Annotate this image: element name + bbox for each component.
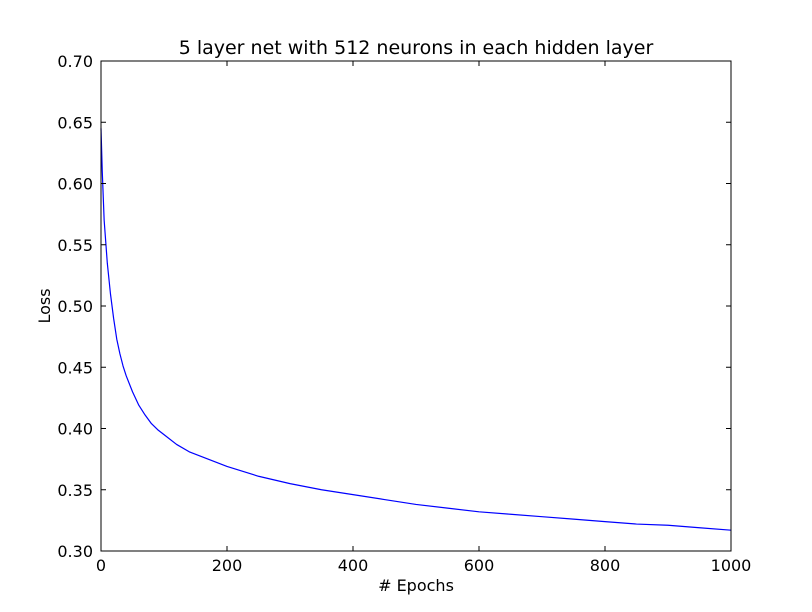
y-tick-label: 0.55 bbox=[57, 236, 93, 255]
x-tick-label: 600 bbox=[464, 556, 495, 575]
plot-frame bbox=[100, 60, 732, 552]
x-tick-label: 800 bbox=[590, 556, 621, 575]
x-tick-label: 1000 bbox=[711, 556, 752, 575]
x-tick-label: 200 bbox=[212, 556, 243, 575]
x-tick-label: 0 bbox=[96, 556, 106, 575]
loss-series-line bbox=[100, 128, 732, 531]
y-tick-label: 0.40 bbox=[57, 420, 93, 439]
y-tick-label: 0.65 bbox=[57, 113, 93, 132]
y-tick-label: 0.70 bbox=[57, 52, 93, 71]
series-line-group bbox=[100, 128, 732, 531]
y-tick-label: 0.45 bbox=[57, 358, 93, 377]
y-axis-label: Loss bbox=[35, 288, 54, 323]
x-tick-label: 400 bbox=[338, 556, 369, 575]
y-tick-label: 0.30 bbox=[57, 542, 93, 561]
x-axis-label: # Epochs bbox=[378, 576, 454, 595]
y-tick-label: 0.50 bbox=[57, 297, 93, 316]
chart-title: 5 layer net with 512 neurons in each hid… bbox=[179, 37, 654, 59]
x-axis: 0 200 400 600 800 1000 bbox=[96, 61, 751, 575]
y-tick-label: 0.35 bbox=[57, 481, 93, 500]
y-tick-label: 0.60 bbox=[57, 175, 93, 194]
y-axis: 0.30 0.35 0.40 0.45 0.50 0.55 0.60 0.65 0.70 bbox=[57, 52, 731, 561]
